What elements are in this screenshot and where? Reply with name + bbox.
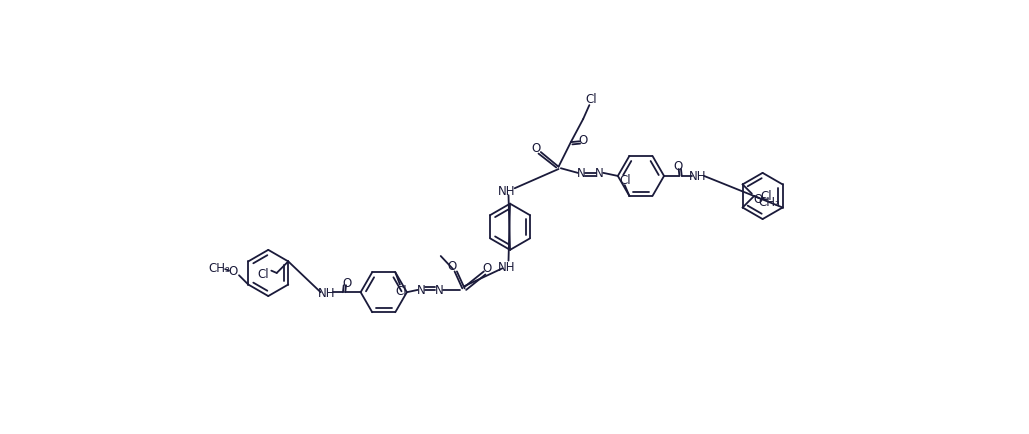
Text: O: O [343, 276, 352, 289]
Text: N: N [417, 284, 426, 297]
Text: NH: NH [689, 170, 707, 183]
Text: NH: NH [498, 260, 516, 273]
Text: Cl: Cl [396, 285, 407, 297]
Text: O: O [673, 160, 682, 173]
Text: NH: NH [498, 184, 516, 197]
Text: Cl: Cl [619, 173, 631, 186]
Text: O: O [483, 261, 492, 274]
Text: N: N [577, 167, 587, 180]
Text: Cl: Cl [586, 93, 597, 106]
Text: O: O [753, 192, 762, 205]
Text: Cl: Cl [258, 268, 270, 281]
Text: NH: NH [318, 286, 335, 299]
Text: CH₃: CH₃ [758, 195, 780, 208]
Text: Cl: Cl [759, 190, 772, 203]
Text: N: N [435, 284, 443, 297]
Text: O: O [578, 134, 588, 147]
Text: O: O [447, 259, 456, 272]
Text: O: O [532, 141, 541, 155]
Text: CH₃: CH₃ [208, 261, 229, 274]
Text: O: O [228, 265, 238, 277]
Text: N: N [595, 167, 604, 180]
